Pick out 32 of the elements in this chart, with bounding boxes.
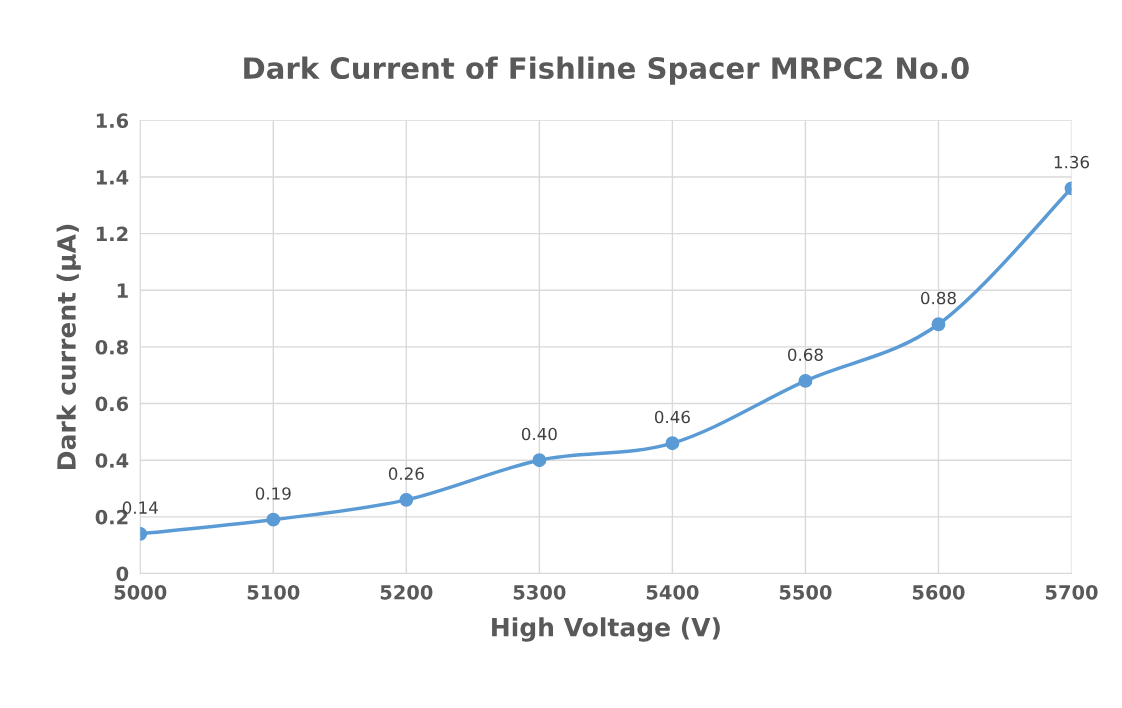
chart-title: Dark Current of Fishline Spacer MRPC2 No.0: [244, 56, 969, 85]
x-tick-label: 5700: [1045, 584, 1098, 600]
data-label: 1.36: [1054, 155, 1090, 169]
x-tick-label: 5100: [247, 584, 300, 600]
y-tick-label: 1: [117, 283, 128, 298]
data-label: 0.40: [521, 427, 557, 441]
x-tick-label: 5400: [646, 584, 699, 600]
point: [665, 436, 680, 451]
data-label: 0.46: [654, 410, 690, 424]
y-tick-label: 0.6: [95, 396, 129, 412]
y-axis-title: Dark current (μA): [56, 224, 81, 469]
x-tick-label: 5600: [912, 584, 965, 600]
y-tick-label: 0.4: [95, 453, 129, 468]
x-tick-label: 5000: [114, 584, 167, 600]
data-label: 0.68: [787, 348, 823, 362]
point: [931, 317, 946, 332]
point: [399, 492, 414, 507]
y-tick-label: 1.6: [96, 113, 129, 129]
point: [798, 373, 813, 388]
x-axis-title: High Voltage (V): [492, 617, 720, 642]
data-label: 0.19: [255, 487, 291, 500]
x-tick-label: 5200: [380, 584, 433, 600]
y-tick-label: 0.8: [95, 339, 128, 355]
y-tick-label: 0: [116, 566, 129, 582]
point: [266, 512, 281, 527]
x-tick-label: 5300: [513, 584, 566, 600]
point: [532, 453, 547, 468]
y-tick-label: 1.4: [96, 170, 129, 185]
data-label: 0.26: [388, 467, 424, 480]
x-tick-label: 5500: [779, 584, 832, 600]
data-label: 0.88: [921, 291, 956, 305]
y-tick-label: 1.2: [96, 226, 128, 242]
